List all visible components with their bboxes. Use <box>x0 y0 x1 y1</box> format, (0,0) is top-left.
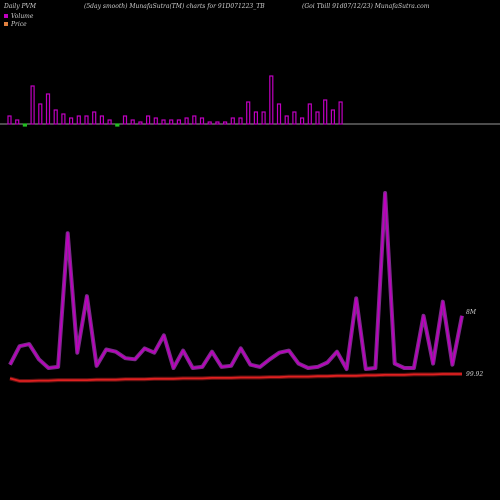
right-label-volume: 8M <box>466 309 477 316</box>
volume-bar <box>300 117 305 125</box>
volume-bar <box>76 115 81 125</box>
volume-bar <box>153 117 158 125</box>
volume-bar <box>107 119 112 125</box>
volume-bar <box>138 121 143 125</box>
volume-bar <box>169 119 174 125</box>
volume-bar <box>315 111 320 125</box>
volume-bar <box>146 115 151 125</box>
volume-bar <box>207 121 212 125</box>
volume-bar <box>7 115 12 125</box>
volume-bar <box>161 119 166 125</box>
price-line <box>9 373 462 382</box>
volume-bar <box>307 103 312 125</box>
volume-bar <box>184 117 189 125</box>
chart-title: (5day smooth) MunafaSutra(TM) charts for… <box>84 3 265 10</box>
legend-label-price: Price <box>11 20 27 28</box>
volume-bar <box>84 115 89 125</box>
volume-bar <box>246 101 251 125</box>
volume-bar <box>192 115 197 125</box>
legend-item-price: Price <box>4 20 33 28</box>
volume-bar <box>253 111 258 125</box>
volume-bar <box>68 117 74 125</box>
volume-bar <box>92 111 97 125</box>
volume-bar <box>292 111 297 125</box>
volume-bar <box>323 99 328 125</box>
volume-bar <box>122 115 128 125</box>
volume-bar <box>276 103 282 125</box>
volume-bar <box>130 119 135 125</box>
volume-bar <box>15 119 20 125</box>
volume-bar <box>53 109 58 125</box>
right-label-price: 99.92 <box>466 371 483 378</box>
volume-bar <box>269 75 274 125</box>
volume-bar <box>45 93 51 125</box>
volume-bar <box>215 121 220 125</box>
volume-bar <box>22 123 27 127</box>
chart-label-left: Daily PVM <box>4 3 37 10</box>
volume-bar <box>38 103 43 125</box>
volume-bar <box>223 121 228 125</box>
volume-bar <box>176 119 181 125</box>
volume-bar <box>30 85 35 125</box>
volume-bar <box>338 101 343 125</box>
volume-bar <box>261 111 266 125</box>
legend-swatch-volume <box>4 14 8 18</box>
volume-bar <box>99 115 105 125</box>
legend: Volume Price <box>4 12 33 28</box>
volume-bar <box>238 117 243 125</box>
volume-bar <box>61 113 66 125</box>
volume-bar <box>115 123 120 127</box>
volume-bar <box>284 115 289 125</box>
volume-bar <box>199 117 205 125</box>
legend-swatch-price <box>4 22 8 26</box>
volume-bar <box>230 117 235 125</box>
legend-label-volume: Volume <box>11 12 34 20</box>
volume-bar <box>330 109 335 125</box>
chart-source: (Goi Tbill 91d07/12/23) MunafaSutra.com <box>302 3 430 10</box>
legend-item-volume: Volume <box>4 12 33 20</box>
volume-line <box>9 192 463 370</box>
